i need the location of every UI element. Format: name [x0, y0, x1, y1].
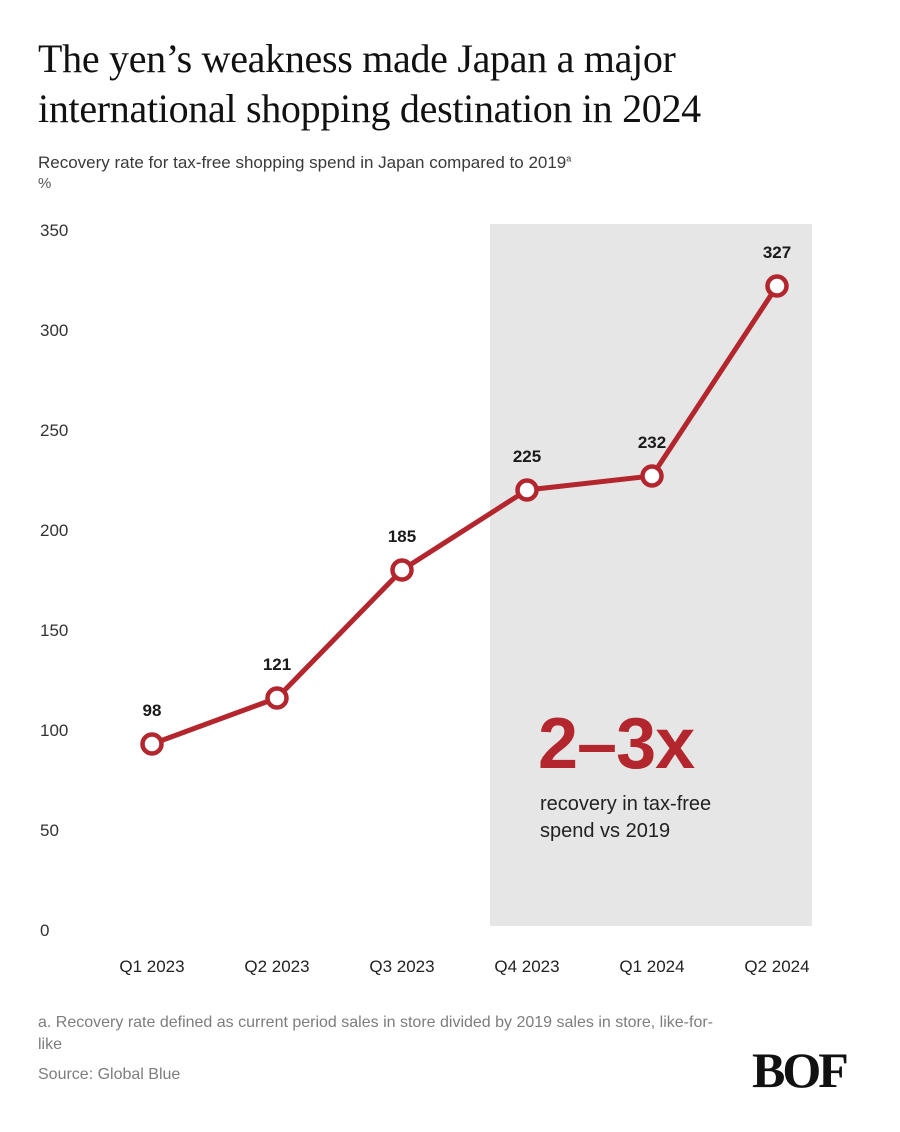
data-label: 121 [263, 655, 291, 674]
x-tick-label: Q2 2023 [244, 957, 309, 976]
y-tick-label: 0 [40, 921, 49, 940]
data-label: 98 [143, 701, 162, 720]
x-tick-label: Q4 2023 [494, 957, 559, 976]
y-tick-label: 250 [40, 421, 68, 440]
y-tick-label: 300 [40, 321, 68, 340]
y-axis-ticks: 0 50 100 150 200 250 300 350 [40, 221, 68, 940]
bof-logo: BOF [752, 1042, 849, 1098]
caption-line: recovery in tax-free [540, 793, 711, 815]
x-axis-ticks: Q1 2023 Q2 2023 Q3 2023 Q4 2023 Q1 2024 Q2 20… [119, 957, 809, 976]
footnote: a. Recovery rate defined as current peri… [38, 1014, 714, 1053]
footnote-marker: a [566, 153, 572, 164]
y-tick-label: 350 [40, 221, 68, 240]
data-point [640, 464, 664, 488]
data-labels: 98 121 185 225 232 327 [143, 243, 792, 720]
x-tick-label: Q2 2024 [744, 957, 809, 976]
subtitle-text: Recovery rate for tax-free shopping spen… [38, 153, 567, 172]
data-label: 327 [763, 243, 791, 262]
unit-label: % [38, 175, 52, 192]
highlight-region [490, 224, 812, 926]
line-chart: 0 50 100 150 200 250 300 350 Q1 2023 Q2 2023 Q3 2… [40, 221, 812, 976]
highlight-caption: recovery in tax-free spend vs 2019 [540, 793, 711, 842]
data-label: 232 [638, 433, 666, 452]
x-tick-label: Q1 2024 [619, 957, 684, 976]
highlight-big-text: 2–3x [538, 704, 695, 784]
data-point [140, 732, 164, 756]
y-tick-label: 100 [40, 721, 68, 740]
x-tick-label: Q1 2023 [119, 957, 184, 976]
data-label: 225 [513, 447, 541, 466]
series-line [151, 284, 780, 747]
chart-subtitle: Recovery rate for tax-free shopping spen… [38, 153, 571, 173]
x-tick-label: Q3 2023 [369, 957, 434, 976]
data-point [265, 686, 289, 710]
caption-line: spend vs 2019 [540, 820, 670, 842]
data-point [390, 558, 414, 582]
data-point [765, 274, 789, 298]
data-point [515, 478, 539, 502]
data-points [140, 274, 789, 756]
y-tick-label: 150 [40, 621, 68, 640]
data-label: 185 [388, 527, 416, 546]
source-note: Source: Global Blue [38, 1066, 181, 1083]
chart-title: The yen’s weakness made Japan a major in… [38, 36, 701, 131]
y-tick-label: 50 [40, 821, 59, 840]
y-tick-label: 200 [40, 521, 68, 540]
